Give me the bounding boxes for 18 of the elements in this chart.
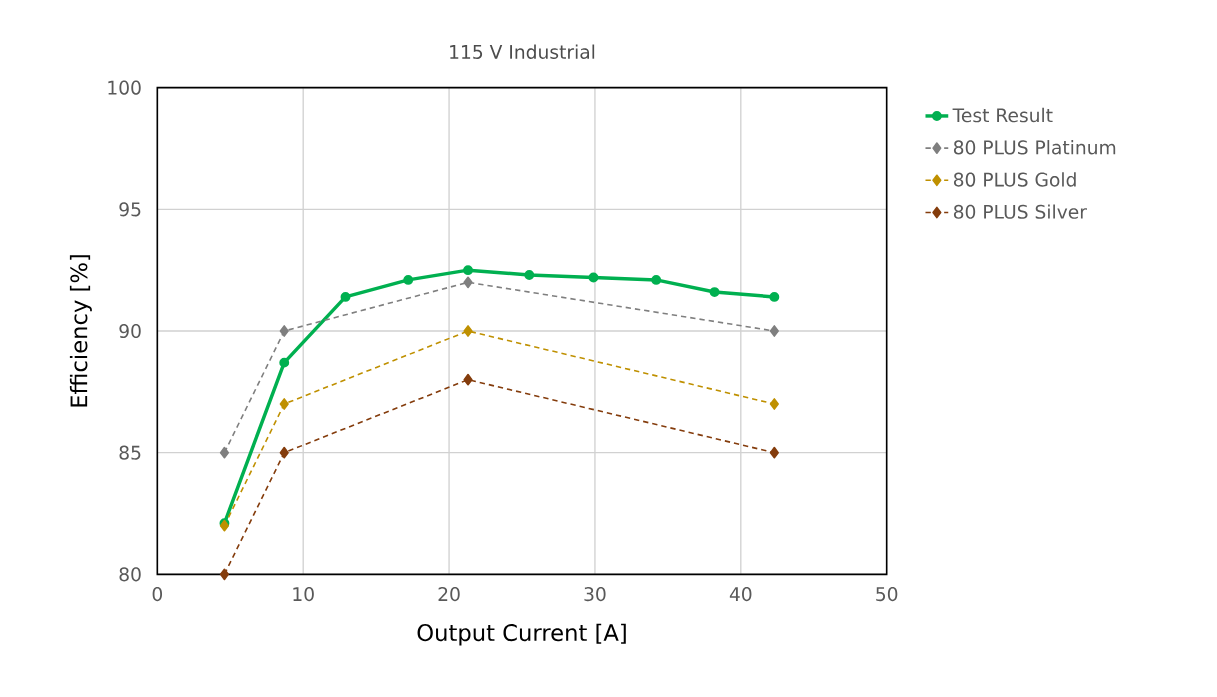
y-tick-label: 80: [119, 567, 141, 582]
legend-label: 80 PLUS Gold: [953, 172, 1076, 187]
x-tick-label: 50: [876, 587, 898, 602]
legend-label: 80 PLUS Silver: [953, 204, 1087, 219]
x-tick-label: 40: [729, 587, 752, 602]
y-tick-label: 95: [119, 202, 141, 217]
legend-label: 80 PLUS Platinum: [953, 140, 1116, 155]
x-tick-label: 30: [584, 587, 606, 602]
y-tick-label: 90: [119, 323, 141, 339]
y-tick-label: 85: [119, 445, 141, 460]
chart-title: 115 V Industrial: [450, 44, 595, 59]
x-tick-label: 0: [152, 587, 163, 602]
y-tick-label: 100: [108, 80, 141, 95]
y-axis-title: Efficiency [%]: [69, 255, 92, 407]
legend-label: Test Result: [952, 107, 1053, 123]
x-tick-label: 10: [293, 587, 314, 602]
x-tick-label: 20: [438, 587, 460, 602]
x-axis-title: Output Current [A]: [417, 623, 626, 646]
